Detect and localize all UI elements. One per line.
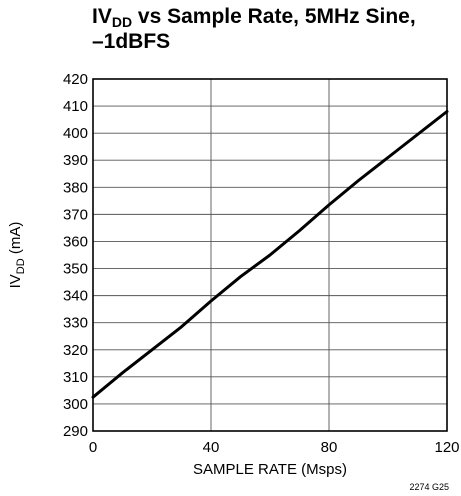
x-axis-label: SAMPLE RATE (Msps) xyxy=(193,461,347,478)
x-tick-label: 40 xyxy=(203,439,220,456)
y-tick-label: 350 xyxy=(63,261,88,278)
y-tick-label: 400 xyxy=(63,125,88,142)
x-tick-label: 120 xyxy=(434,439,459,456)
y-tick-label: 370 xyxy=(63,206,88,223)
x-tick-labels: 0 40 80 120 xyxy=(89,439,460,456)
y-tick-labels: 290 300 310 320 330 340 350 360 370 380 390 400 410 4… xyxy=(63,71,88,440)
chart-title-line2: –1dBFS xyxy=(92,30,171,53)
grid xyxy=(93,79,447,431)
y-tick-label: 310 xyxy=(63,369,88,386)
chart-title-line1: IVDD vs Sample Rate, 5MHz Sine, xyxy=(92,5,416,30)
figure-number: 2274 G25 xyxy=(409,482,449,492)
chart-title: IVDD vs Sample Rate, 5MHz Sine, –1dBFS xyxy=(92,4,452,54)
y-tick-label: 410 xyxy=(63,98,88,115)
y-tick-label: 360 xyxy=(63,233,88,250)
y-tick-label: 390 xyxy=(63,152,88,169)
y-tick-label: 340 xyxy=(63,288,88,305)
y-tick-label: 320 xyxy=(63,342,88,359)
y-tick-label: 300 xyxy=(63,396,88,413)
y-axis-label: IVDD (mA) xyxy=(7,222,27,289)
y-tick-label: 290 xyxy=(63,423,88,440)
y-tick-label: 420 xyxy=(63,71,88,88)
x-tick-label: 0 xyxy=(89,439,97,456)
y-tick-label: 380 xyxy=(63,179,88,196)
plot-frame xyxy=(92,78,448,432)
series-line-ivdd xyxy=(91,110,449,399)
x-tick-label: 80 xyxy=(321,439,338,456)
y-tick-label: 330 xyxy=(63,315,88,332)
